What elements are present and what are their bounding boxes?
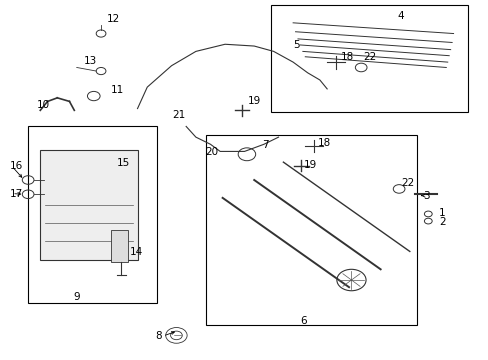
Text: 1: 1 (438, 208, 445, 218)
Bar (28, 126, 157, 303)
Text: 22: 22 (363, 53, 376, 63)
Text: 9: 9 (73, 292, 80, 302)
Text: 16: 16 (10, 161, 23, 171)
Text: 19: 19 (303, 160, 316, 170)
Text: 5: 5 (292, 40, 299, 50)
Text: 3: 3 (423, 191, 429, 201)
Text: 15: 15 (117, 158, 130, 168)
Bar (111, 230, 127, 262)
Text: 17: 17 (10, 189, 23, 199)
FancyBboxPatch shape (40, 150, 137, 260)
Text: 18: 18 (317, 138, 330, 148)
Text: 21: 21 (172, 110, 185, 120)
Bar (271, 5, 467, 112)
Bar (205, 135, 416, 325)
Text: 4: 4 (397, 11, 404, 21)
Text: 10: 10 (36, 100, 49, 110)
Text: 6: 6 (300, 316, 306, 326)
Text: 14: 14 (130, 247, 143, 257)
Text: 11: 11 (111, 85, 124, 95)
Text: 19: 19 (247, 96, 260, 106)
Text: 18: 18 (340, 53, 353, 63)
Text: 7: 7 (262, 140, 268, 150)
Text: 12: 12 (107, 14, 120, 24)
Text: 2: 2 (438, 217, 445, 227)
Text: 20: 20 (205, 147, 218, 157)
Text: 22: 22 (400, 178, 413, 188)
Text: 8: 8 (155, 332, 162, 342)
Text: 13: 13 (84, 56, 97, 66)
